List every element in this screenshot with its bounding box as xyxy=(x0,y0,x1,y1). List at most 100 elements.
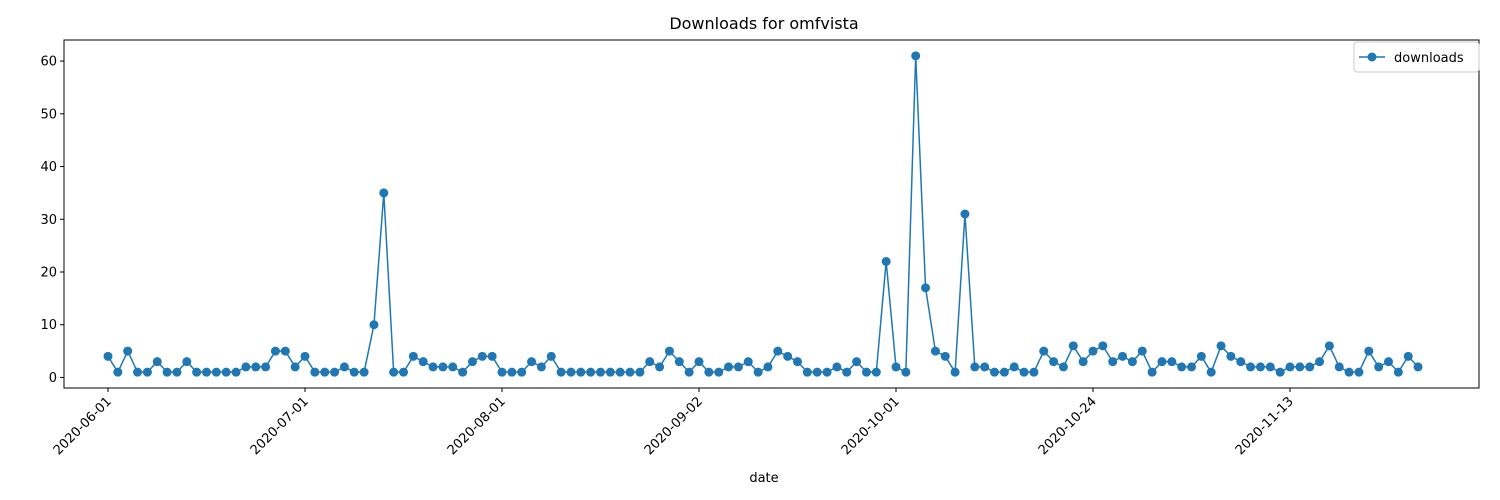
data-point xyxy=(812,367,822,377)
series-line-downloads xyxy=(107,55,1419,375)
data-point xyxy=(566,367,576,377)
data-point xyxy=(921,283,931,293)
data-point xyxy=(881,256,891,266)
data-point xyxy=(418,357,428,367)
data-point xyxy=(103,351,113,361)
data-point xyxy=(192,367,202,377)
data-point xyxy=(1187,362,1196,372)
data-point xyxy=(793,357,802,367)
data-point xyxy=(408,351,418,361)
data-point xyxy=(674,357,684,367)
data-point xyxy=(1384,357,1393,367)
data-point xyxy=(448,362,458,372)
data-point xyxy=(241,362,251,372)
axes-frame xyxy=(63,39,1480,389)
data-point xyxy=(714,367,724,377)
data-point xyxy=(990,367,999,377)
data-point xyxy=(320,367,330,377)
legend-box xyxy=(1353,41,1480,73)
data-point xyxy=(645,357,655,367)
data-point xyxy=(930,346,940,356)
y-tick-label: 20 xyxy=(40,266,57,281)
y-tick-label: 60 xyxy=(40,55,57,70)
data-point xyxy=(842,367,852,377)
data-point xyxy=(999,367,1009,377)
data-point xyxy=(182,357,192,367)
data-point xyxy=(211,367,221,377)
data-point xyxy=(1039,346,1049,356)
data-point xyxy=(832,362,842,372)
data-point xyxy=(428,362,438,372)
data-point xyxy=(467,357,477,367)
data-point xyxy=(389,367,399,377)
y-tick-label: 0 xyxy=(49,371,57,386)
data-point xyxy=(1226,351,1236,361)
data-point xyxy=(891,362,901,372)
data-point xyxy=(1315,357,1325,367)
data-point xyxy=(753,367,763,377)
data-point xyxy=(950,367,960,377)
x-axis-label: date xyxy=(749,471,778,486)
data-point xyxy=(1295,362,1305,372)
data-point xyxy=(1147,367,1157,377)
data-point xyxy=(1078,357,1088,367)
data-point xyxy=(596,367,605,377)
data-point xyxy=(1088,346,1098,356)
data-point xyxy=(379,188,389,198)
data-point xyxy=(822,367,832,377)
data-point xyxy=(1196,351,1206,361)
data-point xyxy=(231,367,241,377)
data-point xyxy=(655,362,665,372)
data-point xyxy=(1216,341,1226,351)
data-point xyxy=(113,367,123,377)
data-point xyxy=(270,346,280,356)
data-point xyxy=(940,351,950,361)
data-point xyxy=(349,367,359,377)
x-tick-label: 2020-09-02 xyxy=(642,394,706,458)
data-point xyxy=(280,346,290,356)
data-point xyxy=(487,351,497,361)
data-point xyxy=(1177,362,1187,372)
legend-marker-swatch xyxy=(1367,52,1377,62)
data-point xyxy=(1374,362,1384,372)
data-point xyxy=(635,367,645,377)
data-point xyxy=(162,367,172,377)
data-point xyxy=(586,367,596,377)
data-point xyxy=(123,346,133,356)
x-axis-ticks: 2020-06-01 2020-07-01 2020-08-01 2020-09-02… xyxy=(51,388,1297,458)
data-point xyxy=(261,362,271,372)
data-point xyxy=(1334,362,1344,372)
legend: downloads xyxy=(1353,41,1480,73)
chart-title: Downloads for omfvista xyxy=(669,14,858,33)
data-point xyxy=(1285,362,1295,372)
data-point xyxy=(458,367,468,377)
data-point xyxy=(556,367,566,377)
data-point xyxy=(359,367,369,377)
data-point xyxy=(960,209,970,219)
y-tick-label: 40 xyxy=(40,160,57,175)
data-point xyxy=(763,362,773,372)
y-tick-label: 50 xyxy=(40,107,57,122)
data-point xyxy=(1246,362,1256,372)
data-point xyxy=(605,367,615,377)
data-point xyxy=(251,362,261,372)
data-point xyxy=(1167,357,1177,367)
data-point xyxy=(733,362,743,372)
data-point xyxy=(399,367,408,377)
data-point xyxy=(783,351,793,361)
data-point xyxy=(438,362,448,372)
data-point xyxy=(743,357,753,367)
data-point xyxy=(497,367,507,377)
data-point xyxy=(901,367,911,377)
data-point xyxy=(1403,351,1413,361)
y-axis-ticks: 0 10 20 30 40 50 60 xyxy=(40,55,64,386)
data-point xyxy=(310,367,320,377)
data-point xyxy=(576,367,586,377)
data-point xyxy=(1265,362,1275,372)
data-point xyxy=(172,367,182,377)
data-point xyxy=(517,367,527,377)
data-point xyxy=(724,362,734,372)
plot-area xyxy=(63,39,1480,389)
data-point xyxy=(664,346,674,356)
